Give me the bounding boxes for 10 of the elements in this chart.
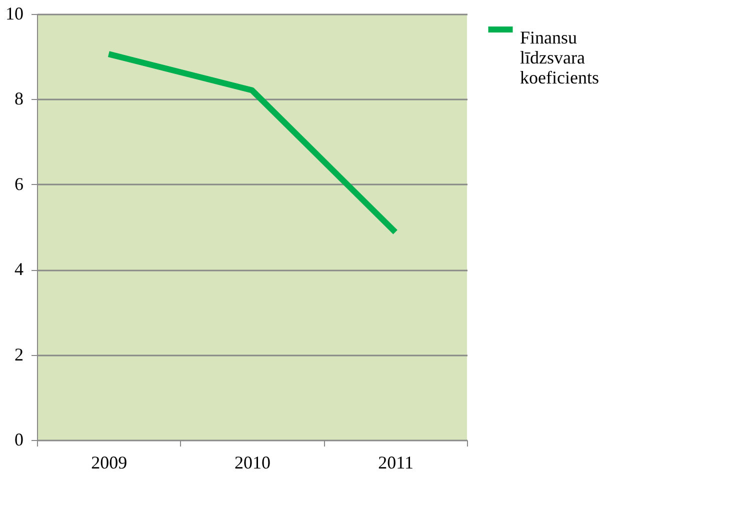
x-tick-label: 2011 bbox=[378, 452, 414, 472]
x-tick-label: 2010 bbox=[234, 452, 270, 472]
x-tick-label: 2009 bbox=[91, 452, 128, 472]
y-tick-label: 4 bbox=[14, 259, 24, 280]
y-tick-label: 8 bbox=[14, 88, 24, 109]
y-tick-label: 2 bbox=[14, 344, 24, 364]
y-tick-label: 6 bbox=[14, 174, 24, 194]
legend-label: Finansu līdzsvara koeficients bbox=[520, 28, 599, 88]
y-tick-label: 10 bbox=[6, 4, 24, 24]
y-tick-label: 0 bbox=[14, 430, 24, 450]
